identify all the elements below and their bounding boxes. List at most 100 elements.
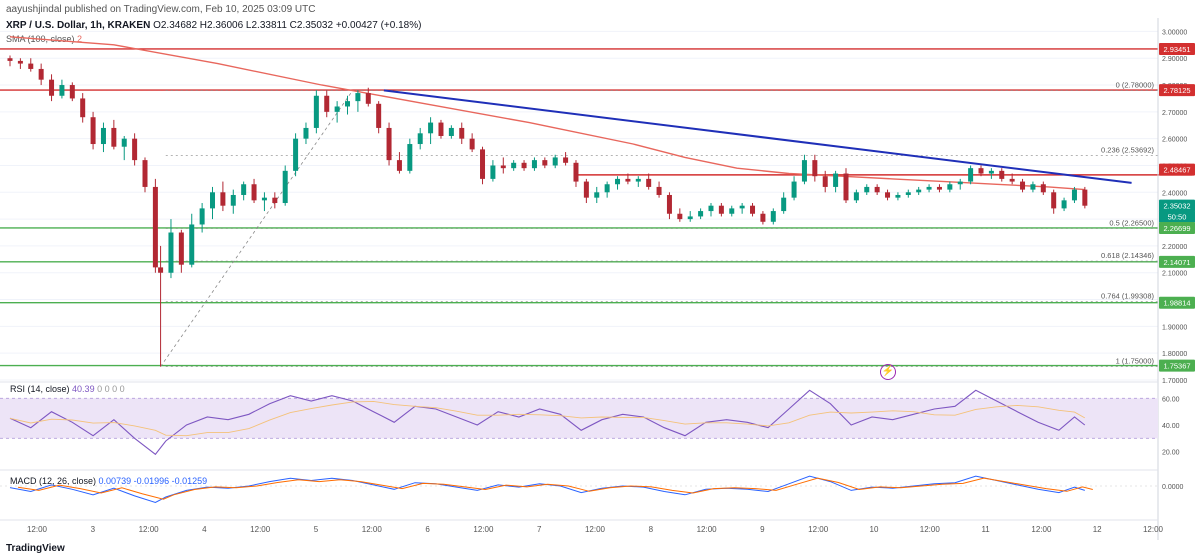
price-tag-label: 2.93451 [1163,45,1190,54]
price-tag: 1.98814 [1159,296,1195,309]
candle [386,122,392,166]
candle [59,79,65,99]
candle [677,208,683,222]
candle-body [355,93,361,102]
candle [324,90,330,118]
candle-body [241,184,247,195]
x-tick-label: 12:00 [250,525,271,534]
candle-body [521,162,527,169]
candle-body [152,186,158,268]
x-tick-label: 3 [91,525,96,534]
candle-body [303,127,309,139]
ohlc-values: O2.34682 H2.36006 L2.33811 C2.35032 +0.0… [153,20,422,31]
candle [313,90,319,134]
candle [936,184,942,193]
candle [812,154,818,182]
candle [853,189,859,204]
price-tag: 50:50 [1159,210,1195,223]
candle [132,133,138,166]
sma-value: 2 [77,34,83,44]
candle-body [59,85,65,96]
candle-body [781,197,787,212]
candle [864,184,870,195]
y-tick-label: 2.70000 [1162,110,1187,117]
candle [1009,173,1015,185]
candle-body [916,189,922,193]
candle [428,117,434,145]
price-tag-bg [1159,163,1195,176]
candle-body [677,213,683,220]
candle-body [132,138,138,161]
x-tick-label: 12:00 [808,525,829,534]
fib-label: 1 (1.75000) [1116,357,1155,366]
candle-body [38,68,44,80]
candle [251,178,257,204]
tradingview-logo: TradingView [6,543,65,554]
candle [459,122,465,145]
candle [261,192,267,212]
candle-body [168,232,174,273]
price-tag-label: 2.78125 [1163,86,1190,95]
candle-body [687,216,693,220]
candle-body [230,194,236,206]
fib-label: 0 (2.78000) [1116,80,1155,89]
candle-body [885,192,891,198]
x-tick-label: 12:00 [27,525,48,534]
candle-body [656,186,662,195]
candle-body [542,160,548,166]
candle [210,186,216,220]
candle [438,119,444,139]
candle [552,154,558,169]
candle-body [210,192,216,209]
candle [521,160,527,171]
candle-body [251,184,257,201]
candle [111,119,117,150]
candle-body [293,138,299,171]
candle-body [80,98,86,118]
candle [178,229,184,273]
lightning-icon[interactable]: ⚡ [880,364,896,380]
candle-body [957,181,963,185]
candle [594,186,600,204]
candle [531,157,537,171]
fib-label: 0.764 (1.99308) [1101,291,1154,300]
rsi-ma-line [9,400,1086,437]
candle-body [261,197,267,201]
candle [500,157,506,174]
candle-body [178,232,184,265]
candle-body [978,168,984,174]
candle-body [936,186,942,190]
price-tag-label: 1.75367 [1163,362,1190,371]
candle [90,111,96,150]
candle [490,160,496,182]
price-tag-bg [1159,296,1195,309]
candle-body [111,127,117,147]
y-tick-label: 2.40000 [1162,190,1187,197]
rsi-value: 40.39 [72,384,95,394]
candle-body [666,194,672,214]
symbol-title: XRP / U.S. Dollar, 1h, KRAKEN [6,20,151,31]
candle [407,138,413,174]
candle-body [718,205,724,214]
candle-body [583,181,589,198]
price-tag: 2.78125 [1159,84,1195,97]
candle-body [895,194,901,198]
x-tick-label: 8 [649,525,654,534]
sma-line [9,36,1085,191]
candle-body [760,213,766,222]
x-tick-label: 12:00 [362,525,383,534]
candle-body [121,138,127,147]
candle-body [552,157,558,166]
rsi-legend: RSI (14, close) 40.39 0 0 0 0 [10,384,125,394]
candle-body [750,205,756,214]
candle-body [625,178,631,182]
candle [968,165,974,185]
candle [781,192,787,214]
rsi-band [0,398,1158,439]
candle-body [563,157,569,163]
candle-body [511,162,517,169]
candle-body [864,186,870,193]
candle [28,58,34,72]
candle-body [313,95,319,128]
